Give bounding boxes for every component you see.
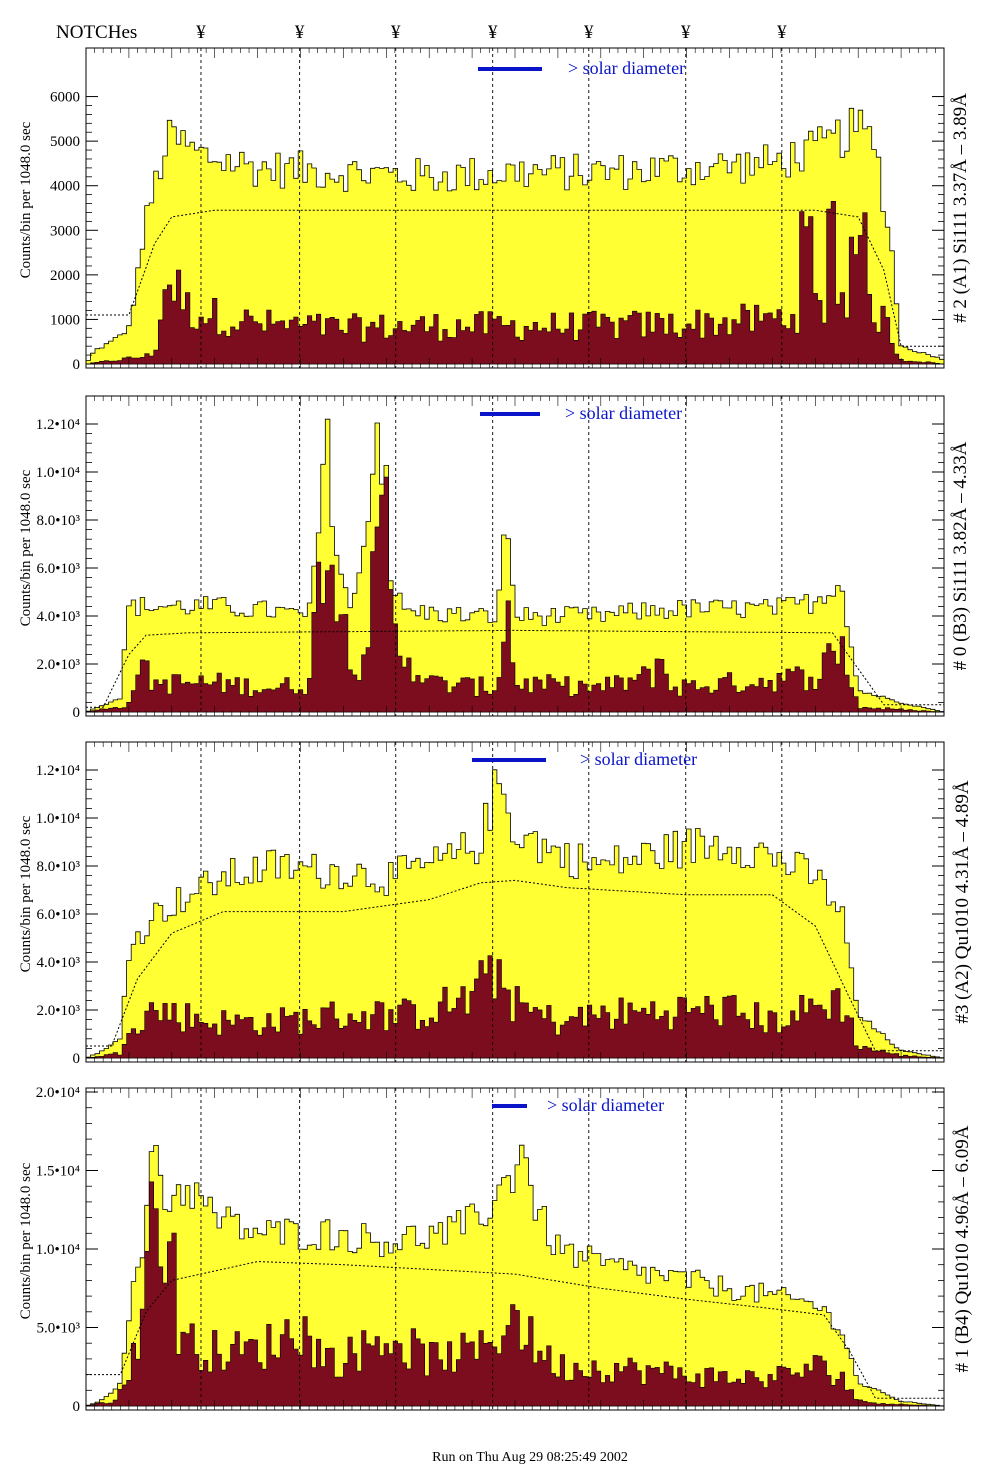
plot-area-1 [86, 48, 944, 368]
ytick-label: 4.0•10³ [37, 609, 81, 625]
notch-symbol-4: ¥ [488, 22, 498, 43]
panel-3: 0 2.0•10³ 4.0•10³ 6.0•10³ 8.0•10³ 1.0•10⁴ 1.2•… [18, 741, 973, 1067]
ytick-label: 8.0•10³ [37, 513, 81, 529]
upper-histogram-1 [86, 107, 944, 365]
lower-histogram-1 [86, 201, 944, 365]
plot-area-3 [86, 742, 944, 1062]
ytick-label: 4000 [50, 179, 80, 195]
ylabel-2: Counts/bin per 1048.0 sec [18, 469, 34, 626]
upper-histogram-2 [86, 418, 944, 713]
ytick-label: 1.0•10⁴ [36, 465, 80, 481]
ylabel-3: Counts/bin per 1048.0 sec [18, 815, 34, 972]
upper-histogram-3 [86, 769, 944, 1059]
notches-label: NOTCHes [56, 22, 137, 43]
ytick-label: 5000 [50, 134, 80, 150]
notch-symbol-2: ¥ [295, 22, 305, 43]
channel-label-2: # 0 (B3) Si111 3.82Å – 4.33Å [950, 441, 971, 670]
ylabel-1: Counts/bin per 1048.0 sec [18, 121, 34, 278]
model-curve-1 [86, 209, 944, 347]
model-curve-4 [86, 1261, 944, 1399]
notch-symbol-5: ¥ [584, 22, 594, 43]
lower-histogram-2 [86, 476, 944, 713]
ytick-label: 3000 [50, 223, 80, 239]
ytick-label: 6000 [50, 90, 80, 106]
ytick-label: 5.0•10³ [37, 1321, 81, 1337]
model-curve-2 [86, 629, 944, 708]
notch-symbol-1: ¥ [196, 22, 206, 43]
notch-symbol-3: ¥ [391, 22, 401, 43]
header: NOTCHes ¥ ¥ ¥ ¥ ¥ ¥ ¥ [56, 22, 787, 43]
panel-4: 0 5.0•10³ 1.0•10⁴ 1.5•10⁴ 2.0•10⁴ Counts/bin … [18, 1085, 973, 1415]
panels: 0 1000 2000 3000 4000 5000 6000 Counts/bin per … [18, 47, 973, 1415]
ytick-label: 8.0•10³ [37, 859, 81, 875]
plot-area-2 [86, 396, 944, 716]
notch-symbols: ¥ ¥ ¥ ¥ ¥ ¥ ¥ [196, 22, 787, 43]
channel-label-3: #3 (A2) Qu1010 4.31Å – 4.89Å [952, 780, 973, 1024]
ytick-label: 2.0•10³ [37, 657, 81, 673]
legend-text-1: > solar diameter [568, 58, 685, 78]
ytick-label: 1.0•10⁴ [36, 1242, 80, 1258]
channel-label-1: # 2 (A1) Si111 3.37Å – 3.89Å [950, 93, 971, 323]
ytick-label: 0 [73, 1051, 81, 1067]
ytick-label: 1000 [50, 312, 80, 328]
legend-text-3: > solar diameter [580, 749, 697, 769]
notch-symbol-6: ¥ [681, 22, 691, 43]
ytick-label: 1.5•10⁴ [36, 1164, 80, 1180]
ytick-label: 6.0•10³ [37, 907, 81, 923]
plot-area-4 [86, 1088, 944, 1410]
upper-histogram-4 [86, 1144, 944, 1407]
ytick-label: 4.0•10³ [37, 955, 81, 971]
run-timestamp: Run on Thu Aug 29 08:25:49 2002 [432, 1450, 628, 1465]
legend-text-4: > solar diameter [547, 1095, 664, 1115]
ytick-label: 0 [73, 357, 81, 373]
lower-histogram-3 [86, 955, 944, 1059]
ytick-label: 2.0•10³ [37, 1003, 81, 1019]
panel-1: 0 1000 2000 3000 4000 5000 6000 Counts/bin per … [18, 47, 971, 373]
ytick-label: 0 [73, 1399, 81, 1415]
ytick-label: 0 [73, 705, 81, 721]
lower-histogram-4 [86, 1181, 944, 1407]
ytick-label: 2000 [50, 268, 80, 284]
ytick-label: 2.0•10⁴ [36, 1085, 80, 1101]
ytick-label: 1.2•10⁴ [36, 763, 80, 779]
legend-text-2: > solar diameter [565, 403, 682, 423]
notch-symbol-7: ¥ [777, 22, 787, 43]
channel-label-4: # 1 (B4) Qu1010 4.96Å – 6.09Å [952, 1125, 973, 1372]
panel-2: 0 2.0•10³ 4.0•10³ 6.0•10³ 8.0•10³ 1.0•10⁴ 1.2•… [18, 395, 971, 721]
ytick-label: 1.0•10⁴ [36, 811, 80, 827]
ylabel-4: Counts/bin per 1048.0 sec [18, 1162, 34, 1319]
ytick-label: 6.0•10³ [37, 561, 81, 577]
ytick-label: 1.2•10⁴ [36, 417, 80, 433]
model-curve-3 [86, 879, 944, 1052]
